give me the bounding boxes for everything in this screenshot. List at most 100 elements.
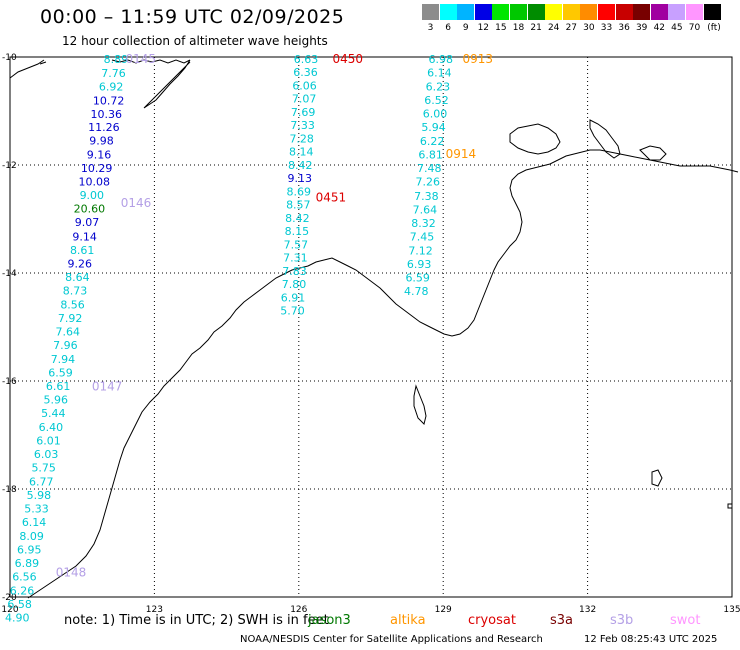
wave-height-label: 6.56: [12, 570, 37, 583]
satellite-legend-cryosat: cryosat: [468, 613, 516, 628]
coastline-bathurst: [639, 145, 667, 161]
scale-label: 42: [653, 23, 666, 33]
wave-height-label: 5.70: [280, 304, 305, 317]
chart-subtitle: 12 hour collection of altimeter wave hei…: [62, 34, 328, 48]
wave-height-label: 9.07: [75, 216, 100, 229]
wave-height-labels: 8.897.766.9210.7210.3611.269.989.1610.29…: [5, 53, 453, 624]
wave-height-label: 6.14: [22, 516, 47, 529]
scale-label: 12: [477, 23, 490, 33]
scale-swatch: [457, 4, 475, 20]
coastline-bonaparte: [413, 384, 427, 425]
scale-label: 9: [462, 23, 469, 33]
wave-height-label: 5.44: [41, 407, 66, 420]
wave-height-label: 5.33: [24, 502, 49, 515]
wave-height-label: 9.13: [288, 172, 313, 185]
wave-height-label: 8.42: [288, 159, 313, 172]
scale-label: 30: [583, 23, 595, 33]
wave-height-label: 7.94: [51, 353, 76, 366]
pass-time-label: 0914: [446, 147, 477, 161]
wave-height-label: 6.59: [48, 366, 73, 379]
wave-height-label: 6.40: [39, 421, 64, 434]
wave-height-label: 7.48: [417, 162, 442, 175]
scale-label: 21: [530, 23, 542, 33]
scale-swatch: [562, 4, 580, 20]
wave-height-label: 8.73: [63, 284, 88, 297]
wave-height-label: 7.64: [56, 325, 81, 338]
wave-height-label: 6.93: [407, 258, 432, 271]
wave-height-label: 10.36: [91, 108, 123, 121]
wave-height-label: 8.64: [65, 271, 90, 284]
wave-height-label: 6.95: [17, 543, 42, 556]
wave-height-label: 8.32: [411, 217, 436, 230]
coastline-island-east: [651, 469, 663, 487]
wave-height-label: 8.61: [70, 244, 95, 257]
wave-height-label: 7.76: [101, 67, 126, 80]
scale-swatch: [580, 4, 598, 20]
wave-height-label: 6.52: [424, 94, 449, 107]
lat-tick-label: -20: [2, 593, 17, 603]
note-text: note: 1) Time is in UTC; 2) SWH is in fe…: [64, 613, 329, 628]
pass-time-label: 0451: [316, 190, 347, 204]
scale-label: 70: [688, 23, 701, 33]
scale-swatch: [633, 4, 651, 20]
pass-time-label: 0913: [462, 52, 493, 66]
coastline-tanimbar: [589, 119, 621, 159]
pass-time-label: 0145: [126, 52, 157, 66]
wave-height-label: 5.96: [43, 393, 68, 406]
wave-height-label: 5.94: [421, 121, 446, 134]
wave-height-label: 4.90: [5, 612, 30, 625]
satellite-legend-s3b: s3b: [610, 613, 634, 628]
wave-height-label: 7.07: [292, 93, 317, 106]
satellite-legend-swot: swot: [670, 613, 701, 628]
scale-swatch: [598, 4, 615, 20]
lat-tick-label: -16: [2, 377, 17, 387]
wave-height-label: 9.14: [72, 230, 97, 243]
wave-height-label: 9.26: [68, 257, 93, 270]
scale-label: 45: [671, 23, 683, 33]
scale-swatch: [510, 4, 527, 20]
wave-height-label: 6.36: [293, 66, 318, 79]
wave-height-label: 7.33: [290, 119, 315, 132]
scale-swatch: [703, 4, 721, 20]
lat-tick-label: -18: [2, 485, 17, 495]
wave-height-label: 6.92: [99, 81, 124, 94]
wave-height-label: 20.60: [74, 203, 106, 216]
scale-label: 6: [445, 23, 451, 33]
satellite-legend-jason3: jason3: [308, 613, 351, 628]
coastline-timor-alor: [111, 59, 191, 109]
scale-swatch: [492, 4, 510, 20]
scale-label: 3: [427, 23, 434, 33]
wave-height-label: 4.78: [404, 285, 429, 298]
wave-height-label: 8.69: [287, 185, 312, 198]
wave-height-label: 7.26: [416, 176, 441, 189]
wave-height-label: 6.77: [29, 475, 54, 488]
pass-time-label: 0450: [332, 52, 363, 66]
wave-height-label: 11.26: [88, 121, 120, 134]
wave-height-label: 7.69: [291, 106, 316, 119]
wave-height-label: 7.38: [414, 190, 439, 203]
scale-swatch: [668, 4, 686, 20]
wave-height-label: 9.00: [80, 189, 105, 202]
satellite-legend-s3a: s3a: [550, 613, 574, 628]
map-frame: [9, 56, 733, 598]
wave-height-label: 6.03: [34, 448, 59, 461]
wave-height-label: 10.72: [93, 95, 125, 108]
scale-label: 18: [512, 23, 525, 33]
scale-label: 39: [635, 23, 648, 33]
wave-height-label: 6.22: [420, 135, 445, 148]
wave-height-label: 6.01: [36, 434, 61, 447]
wave-height-label: 6.26: [10, 585, 35, 598]
wave-height-label: 5.98: [27, 489, 52, 502]
timestamp: 12 Feb 08:25:43 UTC 2025: [584, 634, 718, 645]
wave-height-label: 6.81: [418, 149, 443, 162]
wave-height-label: 7.45: [410, 230, 435, 243]
pass-time-label: 0146: [121, 196, 152, 210]
scale-swatch: [422, 4, 439, 20]
wave-height-label: 8.89: [104, 53, 129, 66]
coastline-islet-east: [727, 503, 733, 509]
wave-height-label: 8.15: [285, 225, 310, 238]
scale-swatch: [686, 4, 703, 20]
wave-height-label: 5.75: [31, 461, 56, 474]
lon-tick-label: 132: [579, 605, 596, 615]
